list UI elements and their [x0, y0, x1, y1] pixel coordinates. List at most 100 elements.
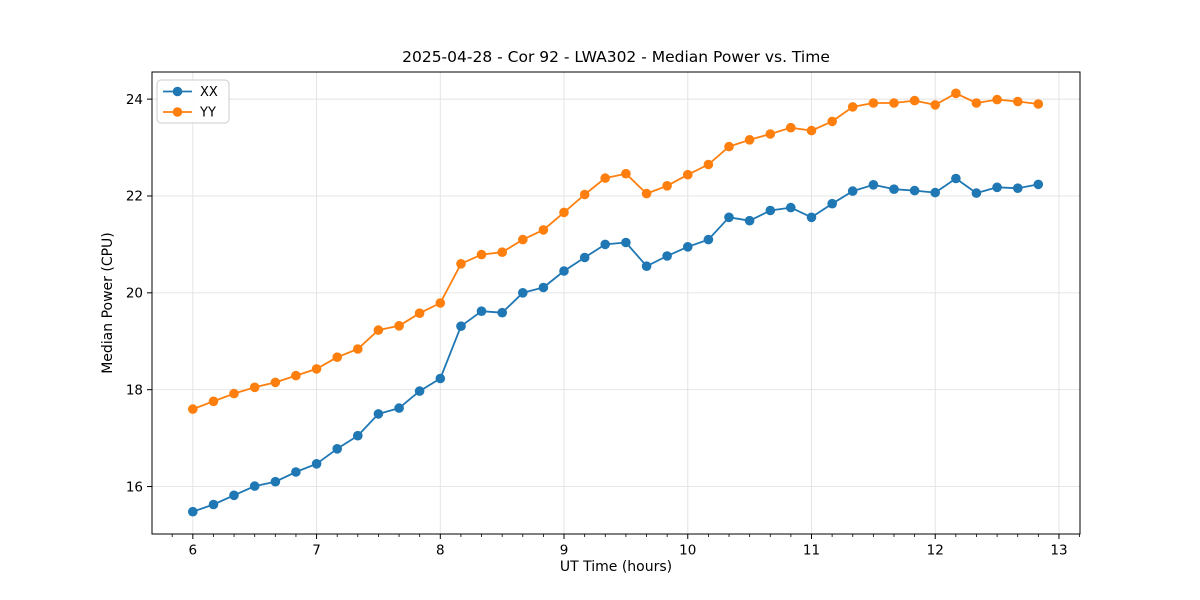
series-XX-marker [435, 373, 446, 384]
series-YY-marker [765, 129, 776, 139]
series-YY-marker [868, 98, 879, 108]
series-YY-marker [600, 173, 610, 183]
series-YY-line [191, 92, 1040, 411]
series-YY-marker [683, 169, 693, 180]
series-YY-marker [992, 94, 1002, 105]
series-XX-marker [270, 476, 281, 487]
series-YY-marker [806, 125, 817, 136]
x-tick-label: 13 [1050, 543, 1067, 559]
series-XX-marker [971, 188, 982, 198]
series-YY-marker [724, 141, 734, 152]
series-XX-marker [291, 467, 301, 477]
x-tick-label: 12 [927, 543, 944, 559]
series-YY-marker [930, 100, 940, 110]
series-YY-marker [208, 396, 219, 407]
series-YY-marker [497, 247, 508, 257]
x-tick-label: 7 [312, 543, 321, 559]
x-tick-label: 9 [560, 543, 569, 559]
series-XX-marker [724, 212, 734, 223]
series-YY-marker [1033, 99, 1044, 109]
y-axis-label: Median Power (CPU) [100, 232, 116, 374]
series-XX-marker [579, 252, 590, 263]
series-XX-marker [951, 173, 961, 184]
series-YY-marker [188, 404, 198, 414]
series-XX-marker [311, 459, 322, 469]
chart-title: 2025-04-28 - Cor 92 - LWA302 - Median Po… [402, 48, 830, 66]
series-XX-marker [559, 266, 569, 276]
y-tick-label: 22 [126, 189, 143, 205]
series-YY-marker [311, 364, 322, 374]
data-series [188, 88, 1044, 517]
series-XX-marker [621, 237, 631, 248]
series-XX-marker [208, 499, 219, 510]
legend-entry-YY: YY [163, 106, 216, 121]
series-XX-marker [1013, 183, 1023, 193]
series-YY-marker [332, 352, 343, 363]
legend-marker-icon [172, 86, 183, 97]
y-tick-label: 24 [126, 92, 143, 108]
series-XX-marker [229, 490, 239, 501]
series-XX-marker [744, 215, 755, 226]
series-XX-marker [786, 202, 796, 213]
legend-marker-icon [172, 107, 183, 117]
series-YY-marker [827, 116, 837, 127]
series-XX-marker [394, 403, 404, 413]
series-XX-marker [992, 182, 1002, 193]
plot-border [151, 71, 1081, 535]
series-YY-marker [847, 102, 858, 112]
series-XX-marker [373, 409, 384, 419]
series-YY-marker [621, 168, 631, 179]
series-YY-marker [456, 259, 466, 269]
series-YY-marker [786, 122, 796, 133]
series-XX-marker [662, 251, 672, 261]
series-XX-marker [806, 212, 817, 223]
series-YY-marker [579, 189, 590, 200]
series-YY [188, 88, 1044, 414]
series-YY-marker [291, 370, 301, 381]
series-XX [188, 173, 1044, 517]
series-YY-marker [559, 207, 569, 218]
series-YY-marker [641, 188, 652, 199]
series-YY-marker [538, 225, 549, 235]
series-XX-marker [332, 444, 343, 454]
series-YY-marker [435, 298, 446, 308]
series-XX-marker [476, 306, 487, 317]
series-XX-marker [827, 198, 837, 209]
series-XX-marker [456, 321, 466, 332]
legend-entry-XX: XX [163, 85, 218, 100]
x-tick-label: 6 [189, 543, 198, 559]
series-XX-marker [909, 185, 920, 196]
series-XX-marker [1033, 179, 1044, 190]
series-YY-marker [518, 234, 528, 245]
series-XX-marker [847, 186, 858, 196]
series-YY-marker [229, 388, 239, 399]
series-XX-marker [889, 184, 899, 194]
x-tick-label: 8 [436, 543, 445, 559]
series-XX-marker [930, 187, 940, 198]
axis-ticks: 6 7 8 9 10 11 12 13 16 18 20 22 24 [126, 92, 1080, 559]
x-tick-label: 10 [679, 543, 696, 559]
series-XX-marker [600, 239, 610, 250]
series-XX-marker [497, 307, 508, 318]
series-YY-marker [414, 308, 425, 319]
series-XX-marker [703, 234, 714, 245]
series-XX-marker [353, 430, 363, 441]
series-XX-marker [518, 288, 528, 298]
series-YY-marker [270, 377, 281, 388]
series-YY-marker [703, 159, 714, 170]
series-XX-marker [414, 386, 425, 396]
series-YY-marker [373, 325, 384, 335]
y-tick-label: 20 [126, 286, 143, 302]
x-axis-label: UT Time (hours) [560, 559, 672, 575]
series-YY-marker [1013, 96, 1023, 107]
series-YY-marker [394, 321, 404, 331]
series-XX-marker [249, 481, 260, 491]
series-XX-marker [683, 242, 693, 252]
legend-label: XX [200, 85, 218, 100]
series-XX-marker [188, 506, 198, 517]
series-XX-marker [765, 205, 776, 216]
legend-box [156, 79, 230, 124]
series-YY-marker [353, 344, 363, 354]
grid-lines [152, 72, 1080, 534]
